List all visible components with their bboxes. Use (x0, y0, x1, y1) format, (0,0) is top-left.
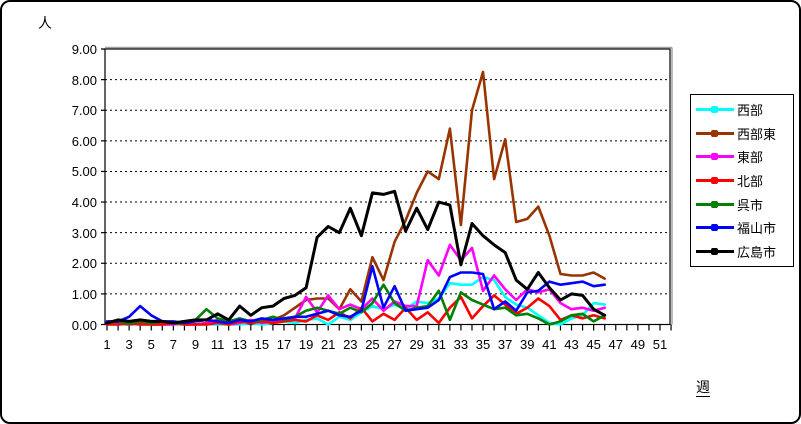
y-tick-label: 6.00 (71, 133, 97, 149)
y-tick-label: 8.00 (71, 72, 97, 88)
x-tick-label: 35 (475, 336, 491, 352)
x-tick-label: 23 (343, 336, 358, 352)
x-tick-label: 11 (210, 336, 225, 352)
legend: 西部西部東東部北部呉市福山市広島市 (690, 94, 794, 267)
x-tick-label: 7 (169, 336, 177, 352)
x-tick-label: 13 (232, 336, 247, 352)
legend-item-label: 西部 (737, 103, 764, 119)
x-tick-label: 39 (520, 336, 535, 352)
legend-item-label: 東部 (737, 150, 764, 166)
legend-item-3: 北部 (691, 170, 793, 192)
y-tick-label: 3.00 (71, 225, 97, 241)
y-axis-title: 人 (38, 15, 52, 31)
legend-line-sample (696, 247, 734, 255)
legend-marker-icon (711, 200, 718, 208)
x-tick-label: 45 (586, 336, 601, 352)
y-tick-label: 9.00 (71, 42, 97, 57)
y-tick-label: 4.00 (71, 195, 97, 211)
legend-line-sample (696, 153, 734, 161)
legend-line-sample (696, 106, 734, 114)
legend-item-2: 東部 (691, 146, 793, 168)
x-axis-title: 週 (696, 379, 710, 397)
legend-marker-icon (711, 153, 718, 161)
legend-item-label: 呉市 (737, 197, 764, 213)
x-tick-label: 37 (497, 336, 513, 352)
legend-item-0: 西部 (691, 99, 793, 121)
x-tick-label: 49 (630, 336, 646, 352)
y-tick-label: 5.00 (71, 164, 97, 180)
plot-border (104, 48, 671, 326)
x-tick-label: 27 (387, 336, 402, 352)
x-tick-label: 29 (409, 336, 424, 352)
legend-item-1: 西部東 (691, 122, 793, 144)
x-tick-label: 47 (608, 336, 623, 352)
legend-line-sample (696, 200, 734, 208)
x-tick-label: 19 (298, 336, 314, 352)
x-tick-label: 51 (652, 336, 668, 352)
x-tick-label: 15 (254, 336, 270, 352)
y-tick-label: 0.00 (71, 317, 97, 333)
legend-item-label: 西部東 (737, 126, 777, 142)
legend-item-5: 福山市 (691, 217, 793, 239)
x-tick-label: 31 (431, 336, 447, 352)
y-tick-label: 7.00 (71, 103, 97, 119)
legend-marker-icon (711, 129, 718, 137)
legend-marker-icon (711, 177, 718, 184)
legend-marker-icon (711, 247, 718, 255)
y-tick-label: 2.00 (71, 256, 97, 272)
legend-item-label: 広島市 (737, 244, 777, 260)
series-line-5 (105, 264, 607, 325)
legend-item-6: 広島市 (691, 240, 793, 262)
legend-item-label: 北部 (737, 174, 764, 189)
x-tick-label: 25 (365, 336, 380, 352)
x-tick-label: 5 (147, 336, 155, 352)
x-tick-label: 43 (564, 336, 579, 352)
y-tick-label: 1.00 (71, 286, 97, 302)
x-tick-label: 33 (453, 336, 469, 352)
legend-line-sample (696, 177, 734, 184)
legend-line-sample (696, 129, 734, 137)
series-line-6 (105, 189, 607, 325)
legend-marker-icon (711, 224, 718, 232)
legend-item-4: 呉市 (691, 193, 793, 215)
legend-item-label: 福山市 (737, 221, 777, 237)
x-tick-label: 21 (320, 336, 336, 352)
x-tick-label: 1 (103, 336, 111, 352)
x-tick-label: 9 (191, 336, 200, 352)
x-tick-label: 17 (276, 336, 292, 352)
legend-marker-icon (711, 106, 718, 114)
x-tick-label: 41 (542, 336, 557, 352)
legend-line-sample (696, 224, 734, 232)
x-tick-label: 3 (125, 336, 133, 352)
